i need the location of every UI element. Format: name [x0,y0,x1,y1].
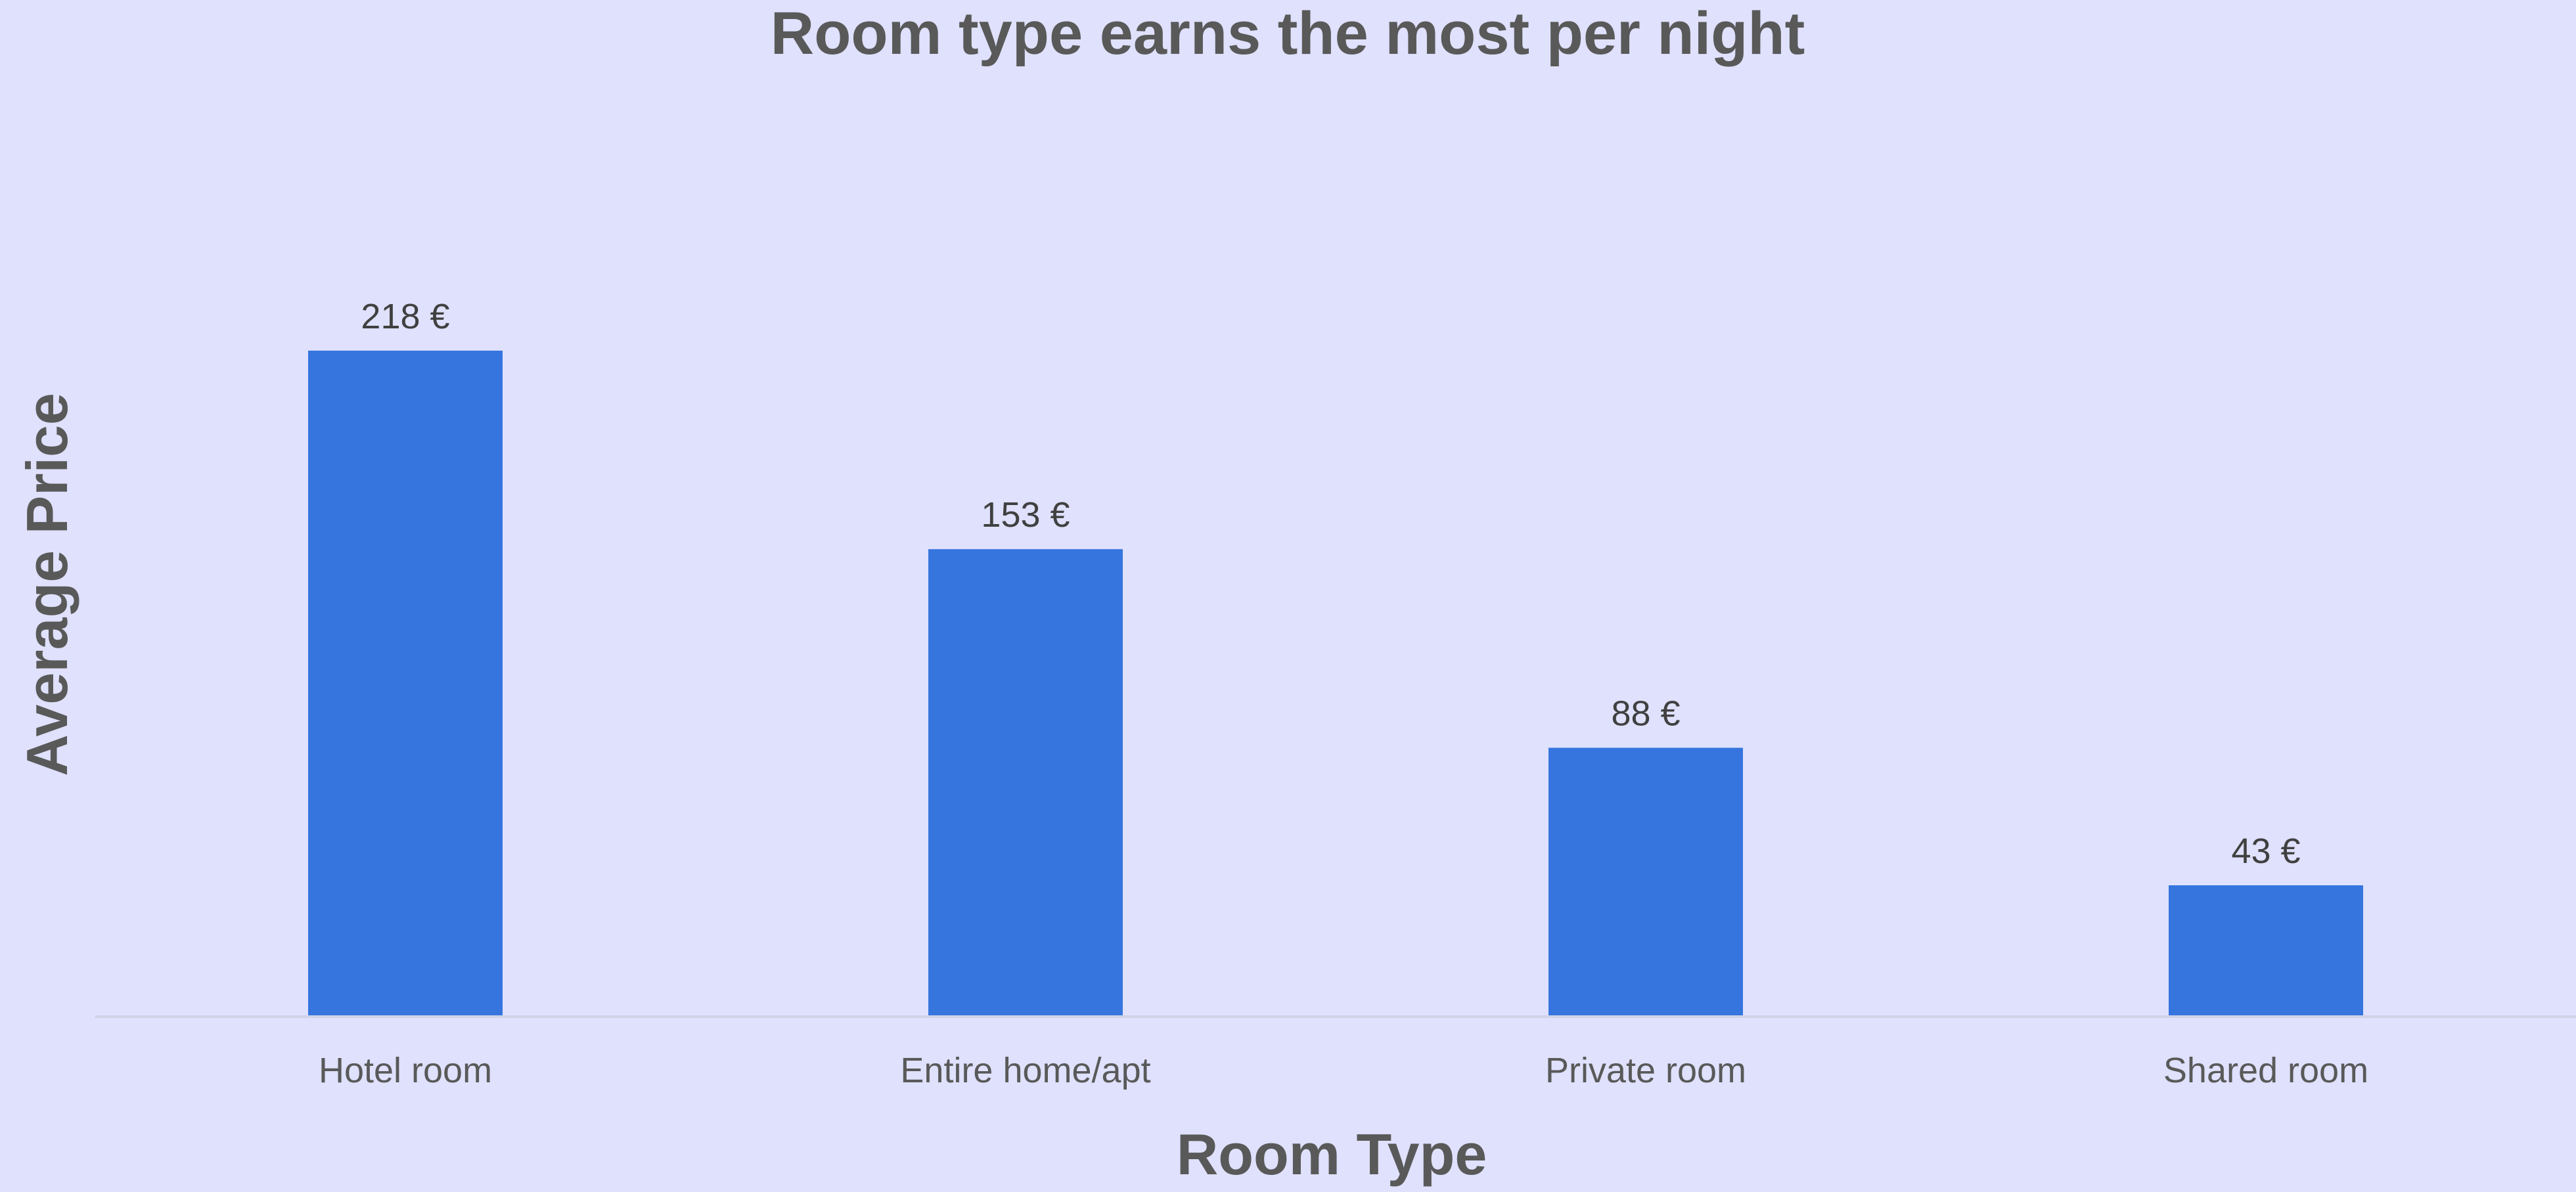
bar-series [308,350,2363,1017]
data-label: 88 € [1611,694,1680,734]
bar [928,549,1123,1017]
x-tick-label: Shared room [2163,1051,2368,1090]
x-tick-label: Entire home/apt [900,1051,1150,1090]
data-label: 43 € [2231,831,2300,871]
data-label: 153 € [981,495,1070,535]
bar [1548,747,1743,1017]
y-axis-title: Average Price [14,393,79,776]
data-labels: 218 € 153 € 88 € 43 € [361,297,2300,871]
data-label: 218 € [361,297,449,336]
x-tick-label: Private room [1545,1051,1746,1090]
x-axis-tick-labels: Hotel room Entire home/apt Private room Sha… [319,1051,2368,1090]
x-axis-title: Room Type [1177,1122,1487,1187]
bar [2169,885,2363,1017]
chart-title: Room type earns the most per night [771,0,1805,67]
x-tick-label: Hotel room [319,1051,492,1090]
bar [308,350,503,1017]
